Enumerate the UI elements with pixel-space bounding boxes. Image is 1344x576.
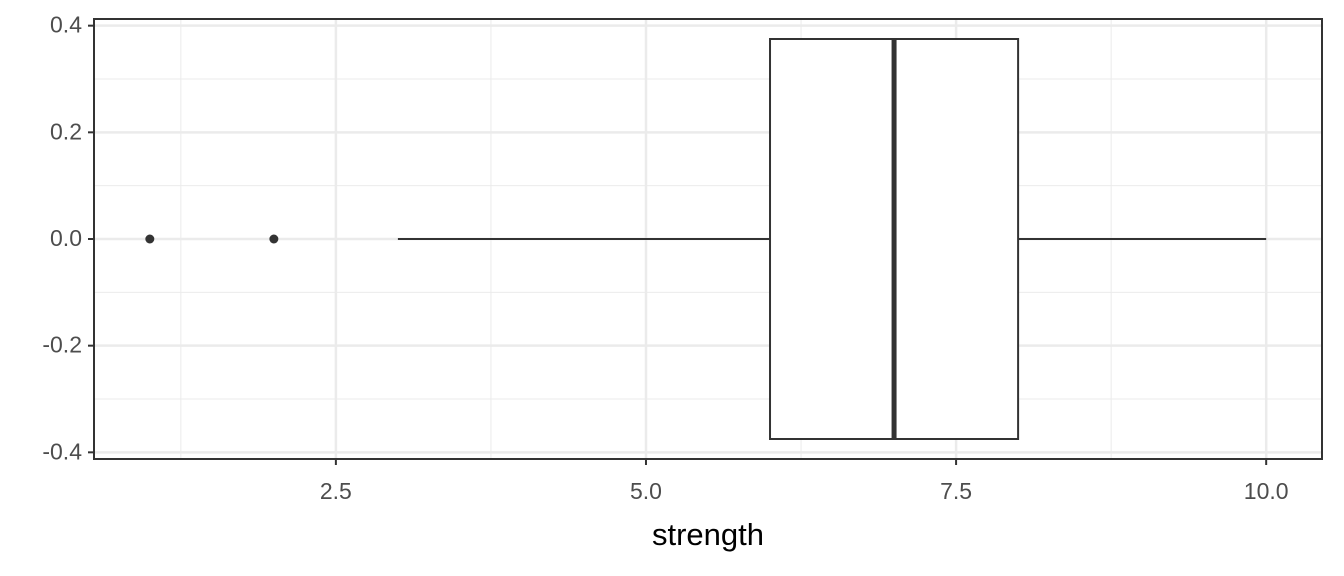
y-tick-label: 0.2 xyxy=(50,118,82,144)
x-axis-title: strength xyxy=(652,517,764,552)
outlier xyxy=(145,234,155,244)
x-tick-label: 2.5 xyxy=(320,478,352,504)
outlier xyxy=(269,234,279,244)
y-tick-label: 0.0 xyxy=(50,225,82,251)
y-tick-label: -0.2 xyxy=(42,332,82,358)
y-tick-label: -0.4 xyxy=(42,438,82,464)
x-tick-label: 7.5 xyxy=(940,478,972,504)
x-tick-label: 5.0 xyxy=(630,478,662,504)
y-tick-label: 0.4 xyxy=(50,12,82,38)
panel-border xyxy=(93,18,1323,460)
x-tick-label: 10.0 xyxy=(1244,478,1289,504)
